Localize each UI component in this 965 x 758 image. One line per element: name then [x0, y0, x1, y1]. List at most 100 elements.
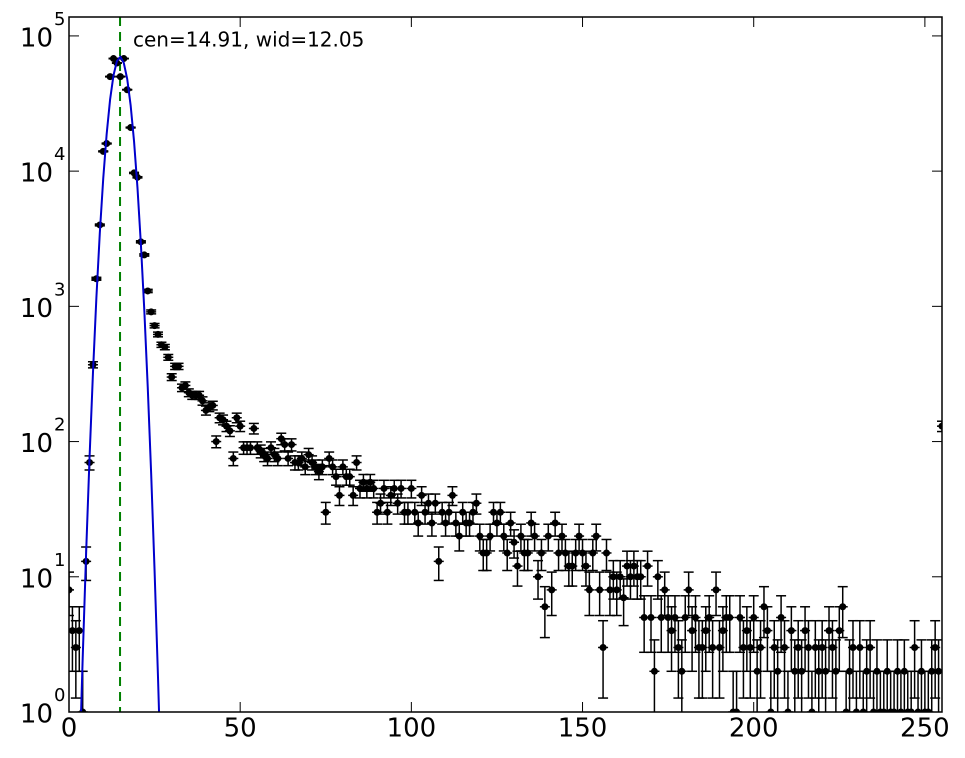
data-point	[493, 519, 501, 527]
data-point	[524, 549, 532, 557]
data-point	[733, 708, 741, 712]
plot-area	[69, 17, 942, 712]
data-point	[685, 586, 693, 594]
data-point	[907, 708, 915, 712]
data-point	[674, 643, 682, 651]
data-point	[575, 532, 583, 540]
data-point	[476, 532, 484, 540]
data-point	[602, 549, 610, 557]
data-point	[281, 441, 289, 449]
data-point	[161, 343, 169, 351]
x-tick-label: 100	[387, 714, 437, 744]
data-point	[815, 667, 823, 675]
data-point	[548, 586, 556, 594]
x-tick-label: 250	[900, 714, 950, 744]
data-point	[599, 643, 607, 651]
data-point	[407, 484, 415, 492]
data-point	[435, 557, 443, 565]
data-point	[935, 667, 942, 675]
data-point	[705, 613, 713, 621]
data-point	[507, 519, 515, 527]
data-point	[212, 438, 220, 446]
data-point	[394, 499, 402, 507]
data-point	[404, 508, 412, 516]
data-point	[544, 532, 552, 540]
data-point	[596, 586, 604, 594]
y-tick-exponent: 1	[54, 550, 65, 571]
y-tick-label: 10	[20, 159, 53, 189]
data-point	[784, 708, 792, 712]
y-tick-label: 10	[20, 564, 53, 594]
data-point	[928, 667, 936, 675]
x-tick-label: 0	[61, 714, 78, 744]
data-point	[531, 532, 539, 540]
data-point	[890, 708, 898, 712]
data-point	[637, 573, 645, 581]
data-point	[380, 484, 388, 492]
data-point	[168, 373, 176, 381]
data-point	[897, 708, 905, 712]
data-point	[370, 484, 378, 492]
data-point	[924, 708, 932, 712]
data-point	[859, 708, 867, 712]
data-point	[346, 473, 354, 481]
y-tick-label: 10	[20, 294, 53, 324]
data-point	[442, 519, 450, 527]
data-point	[863, 667, 871, 675]
data-point	[938, 422, 942, 430]
x-tick-label: 150	[558, 714, 608, 744]
data-point	[568, 562, 576, 570]
data-point	[825, 627, 833, 635]
data-point	[246, 444, 254, 452]
data-point	[914, 708, 922, 712]
data-point	[452, 519, 460, 527]
y-tick-exponent: 4	[54, 144, 65, 165]
data-point	[774, 667, 782, 675]
data-point	[448, 491, 456, 499]
data-point	[804, 643, 812, 651]
data-point	[661, 586, 669, 594]
data-point	[284, 454, 292, 462]
data-point	[791, 667, 799, 675]
data-point	[839, 603, 847, 611]
y-tick-exponent: 5	[54, 9, 65, 30]
data-point	[801, 627, 809, 635]
data-point	[325, 454, 333, 462]
data-point	[181, 381, 189, 389]
data-point	[726, 613, 734, 621]
data-point	[472, 499, 480, 507]
data-point	[668, 627, 676, 635]
data-point	[592, 532, 600, 540]
data-point	[219, 416, 227, 424]
data-point	[455, 532, 463, 540]
data-point	[486, 532, 494, 540]
data-point	[698, 643, 706, 651]
data-point	[620, 594, 628, 602]
data-point	[856, 643, 864, 651]
data-point	[757, 643, 765, 651]
data-point	[770, 643, 778, 651]
data-point	[702, 627, 710, 635]
data-point	[739, 643, 747, 651]
data-point	[811, 643, 819, 651]
data-point	[794, 643, 802, 651]
data-point	[154, 330, 162, 338]
data-point	[534, 573, 542, 581]
data-point	[654, 573, 662, 581]
data-point	[424, 499, 432, 507]
data-point	[199, 397, 207, 405]
data-point	[226, 427, 234, 435]
data-point	[842, 708, 850, 712]
x-tick-label: 50	[224, 714, 257, 744]
data-point	[688, 627, 696, 635]
data-point	[870, 708, 878, 712]
data-point	[428, 519, 436, 527]
data-point	[640, 613, 648, 621]
data-point	[613, 586, 621, 594]
data-point	[647, 613, 655, 621]
data-point	[551, 519, 559, 527]
data-point	[787, 627, 795, 635]
data-point	[835, 627, 843, 635]
